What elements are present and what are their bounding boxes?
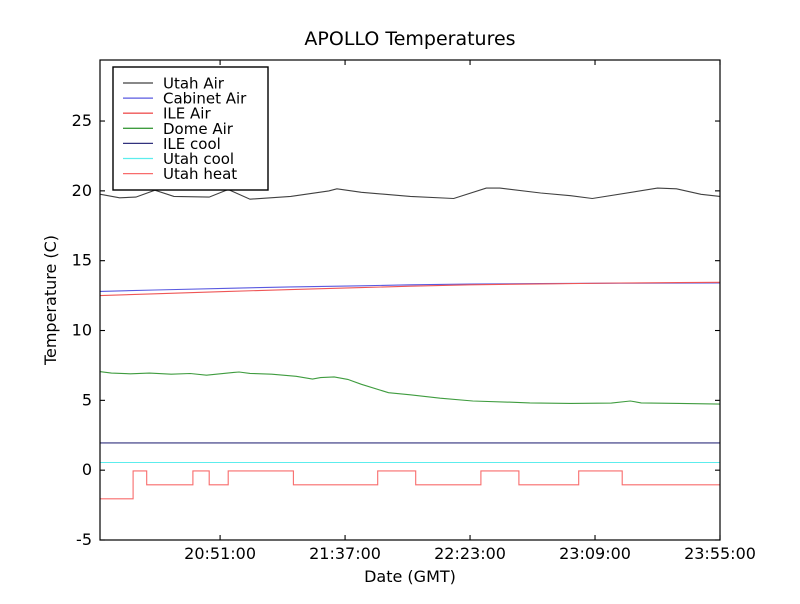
- y-tick-label: 0: [82, 460, 92, 479]
- legend-label: ILE Air: [163, 105, 211, 123]
- y-tick-label: 15: [72, 251, 92, 270]
- y-tick-label: -5: [76, 530, 92, 549]
- series-line-dome-air: [100, 371, 721, 405]
- plot-frame: [99, 59, 721, 541]
- x-tick-label: 23:09:00: [559, 544, 631, 563]
- x-tick-label: 21:37:00: [309, 544, 381, 563]
- legend-label: Utah cool: [163, 150, 234, 168]
- x-tick-label: 20:51:00: [184, 544, 256, 563]
- x-tick-label: 22:23:00: [434, 544, 506, 563]
- y-tick-label: 20: [72, 181, 92, 200]
- chart-title: APOLLO Temperatures: [304, 28, 515, 50]
- legend-label: Utah heat: [163, 165, 237, 183]
- series-line-cabinet-air: [100, 282, 721, 292]
- legend-label: Dome Air: [163, 120, 234, 138]
- series-line-utah-heat: [100, 470, 720, 500]
- x-axis-label: Date (GMT): [364, 567, 456, 586]
- y-tick-label: 5: [82, 390, 92, 409]
- series-line-utah-air: [100, 187, 721, 200]
- y-tick-label: 25: [72, 111, 92, 130]
- x-tick-label: 23:55:00: [684, 544, 756, 563]
- legend-label: Cabinet Air: [163, 90, 247, 108]
- y-axis-label: Temperature (C): [41, 235, 60, 366]
- legend-label: Utah Air: [163, 75, 225, 93]
- legend-label: ILE cool: [163, 135, 221, 153]
- y-tick-label: 10: [72, 321, 92, 340]
- plot-area: 20:51:00 21:37:00 22:23:00 23:09:00 23:55:00…: [72, 59, 756, 563]
- series-line-ile-air: [100, 281, 721, 297]
